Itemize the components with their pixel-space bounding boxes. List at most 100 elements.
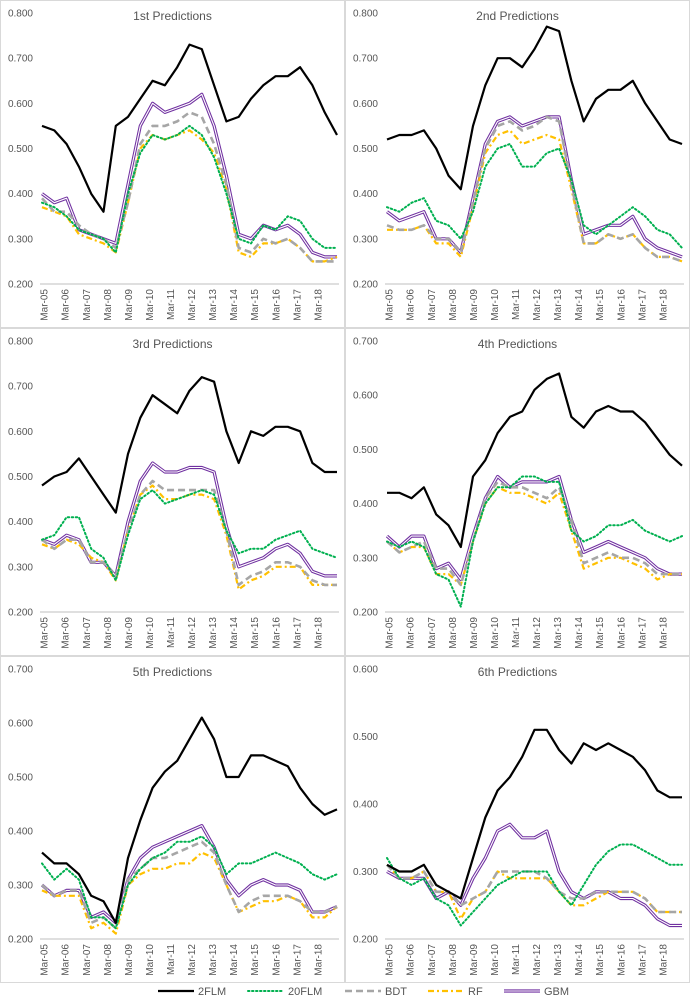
x-tick-label: Mar-09 <box>124 944 135 976</box>
panel-1: 0.800 0.700 0.600 0.500 0.400 0.300 0.200 Mar-0… <box>0 0 345 328</box>
series-2flm-line <box>387 372 683 549</box>
x-tick-label: Mar-06 <box>406 617 417 649</box>
panel-4: 0.700 0.600 0.500 0.400 0.300 0.200 Mar-05 Mar-… <box>345 328 690 656</box>
panel-5: 0.700 0.600 0.500 0.400 0.300 0.200 Mar-05 Mar-… <box>0 656 345 983</box>
legend-label: BDT <box>385 986 407 998</box>
x-tick-label: Mar-11 <box>511 617 522 648</box>
x-tick-label: Mar-18 <box>658 944 669 976</box>
series-2flm <box>41 376 337 514</box>
series-bdt <box>41 479 337 587</box>
y-tick-label: 0.700 <box>8 54 33 65</box>
x-tick-label: Mar-08 <box>448 289 459 321</box>
x-tick-label: Mar-16 <box>271 944 282 976</box>
x-tick-label: Mar-10 <box>490 617 501 649</box>
x-tick-label: Mar-08 <box>103 944 114 976</box>
x-tick-label: Mar-13 <box>208 289 219 321</box>
panel-border <box>0 0 345 328</box>
x-tick-label: Mar-07 <box>82 617 93 649</box>
panel-border <box>345 656 690 983</box>
y-tick-label: 0.200 <box>353 280 378 291</box>
y-tick-label: 0.500 <box>353 445 378 456</box>
panel-border <box>0 328 345 656</box>
series-20flm <box>41 124 338 254</box>
series-rf-line <box>41 484 337 591</box>
x-tick-label: Mar-05 <box>385 944 396 976</box>
series-rf <box>41 851 338 935</box>
series-2flm-line <box>41 376 337 514</box>
x-tick-label: Mar-11 <box>166 617 177 648</box>
x-tick-label: Mar-07 <box>427 289 438 321</box>
x-tick-label: Mar-12 <box>532 289 543 321</box>
x-tick-label: Mar-16 <box>616 289 627 321</box>
y-tick-label: 0.800 <box>8 337 33 348</box>
panel-2: 0.800 0.700 0.600 0.500 0.400 0.300 0.200 Mar-0… <box>345 0 690 328</box>
series-20flm <box>386 843 683 927</box>
x-tick-label: Mar-12 <box>532 617 543 649</box>
series-20flm <box>41 489 338 582</box>
y-tick-label: 0.700 <box>8 665 33 676</box>
series-gbm-line-inner <box>386 475 682 581</box>
y-tick-label: 0.200 <box>8 935 33 946</box>
x-tick-label: Mar-14 <box>574 289 585 321</box>
x-tick-label: Mar-15 <box>250 944 261 976</box>
y-tick-label: 0.700 <box>8 382 33 393</box>
x-tick-label: Mar-17 <box>637 289 648 321</box>
x-tick-label: Mar-13 <box>208 944 219 976</box>
x-tick-label: Mar-07 <box>427 617 438 649</box>
x-tick-label: Mar-10 <box>145 944 156 976</box>
panel-title: 3rd Predictions <box>132 337 212 351</box>
panel-title: 2nd Predictions <box>476 9 559 23</box>
x-tick-label: Mar-18 <box>658 289 669 321</box>
y-tick-label: 0.400 <box>353 499 378 510</box>
x-tick-label: Mar-05 <box>385 617 396 649</box>
x-tick-label: Mar-14 <box>229 617 240 649</box>
series-rf-line <box>41 129 338 263</box>
x-tick-label: Mar-13 <box>553 944 564 976</box>
x-tick-label: Mar-15 <box>250 289 261 321</box>
y-tick-label: 0.800 <box>353 9 378 20</box>
x-tick-label: Mar-18 <box>658 617 669 649</box>
y-tick-label: 0.300 <box>353 553 378 564</box>
series-rf <box>41 129 338 263</box>
x-tick-label: Mar-14 <box>229 289 240 321</box>
x-tick-label: Mar-09 <box>124 289 135 321</box>
y-tick-label: 0.200 <box>353 935 378 946</box>
x-tick-label: Mar-16 <box>616 944 627 976</box>
x-tick-label: Mar-10 <box>145 617 156 649</box>
y-tick-label: 0.600 <box>8 719 33 730</box>
x-tick-label: Mar-06 <box>406 944 417 976</box>
series-bdt-line <box>41 840 338 930</box>
x-tick-label: Mar-07 <box>82 944 93 976</box>
y-tick-label: 0.400 <box>8 827 33 838</box>
x-tick-label: Mar-18 <box>313 289 324 321</box>
x-tick-label: Mar-17 <box>637 944 648 976</box>
y-tick-label: 0.200 <box>8 280 33 291</box>
series-2flm <box>41 43 338 213</box>
y-tick-label: 0.600 <box>8 427 33 438</box>
panel-title: 4th Predictions <box>478 337 557 351</box>
y-tick-label: 0.500 <box>8 773 33 784</box>
series-gbm <box>385 474 682 582</box>
series-2flm <box>386 25 683 191</box>
chart-legend: 2FLM 20FLM BDT RF GBM <box>158 986 569 998</box>
y-tick-label: 0.700 <box>353 337 378 348</box>
series-rf-line <box>386 864 682 920</box>
x-tick-label: Mar-07 <box>427 944 438 976</box>
x-tick-label: Mar-07 <box>82 289 93 321</box>
x-tick-label: Mar-12 <box>532 944 543 976</box>
y-tick-label: 0.500 <box>353 144 378 155</box>
x-tick-label: Mar-18 <box>313 617 324 649</box>
y-tick-label: 0.400 <box>8 517 33 528</box>
panel-3: 0.800 0.700 0.600 0.500 0.400 0.300 0.200 Mar-0… <box>0 328 345 656</box>
x-tick-label: Mar-06 <box>61 289 72 321</box>
y-tick-label: 0.300 <box>353 867 378 878</box>
series-bdt <box>386 480 682 587</box>
x-tick-label: Mar-10 <box>490 944 501 976</box>
x-tick-label: Mar-10 <box>490 289 501 321</box>
series-20flm-line <box>386 475 683 608</box>
y-tick-label: 0.300 <box>353 234 378 245</box>
x-tick-label: Mar-11 <box>166 944 177 975</box>
y-tick-label: 0.400 <box>8 189 33 200</box>
series-2flm <box>387 372 683 549</box>
series-20flm-line <box>41 835 338 930</box>
